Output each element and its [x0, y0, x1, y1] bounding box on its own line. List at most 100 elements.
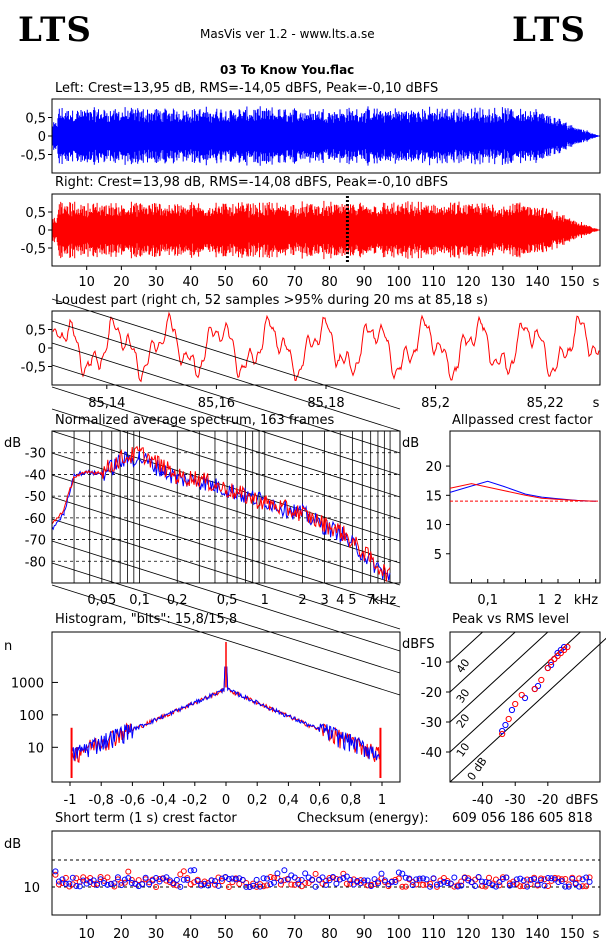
crest-st-point [55, 881, 62, 888]
crest-st-point [489, 882, 496, 889]
spectrum-caption: Normalized average spectrum, 163 frames [55, 413, 335, 428]
crest-st-point [499, 874, 506, 881]
time-tick-label: 110 [421, 275, 446, 290]
peak-rms-diag-label: 0 dB [465, 755, 490, 783]
crest-st-point [291, 874, 298, 881]
loudest-wave [52, 311, 600, 383]
crest-st-point [524, 883, 531, 890]
crest-st-point [548, 875, 555, 882]
time-tick-label: 30 [148, 275, 165, 290]
crest-st-point [489, 880, 496, 887]
crest-st-point [118, 882, 125, 889]
crest-st-point [329, 874, 336, 881]
crest-st-point [475, 874, 482, 881]
crest-st-point [492, 883, 499, 890]
left-channel-caption: Left: Crest=13,95 dB, RMS=-14,05 dBFS, P… [55, 81, 439, 96]
peak-rms-diag-line [449, 637, 606, 783]
allpass-frame [449, 430, 601, 584]
histogram-xtick-label: 1 [378, 793, 386, 808]
peak-rms-diag-label: 20 [454, 712, 473, 731]
crest-st-point [243, 883, 250, 890]
crest-st-point [302, 879, 309, 886]
crest-st-point [388, 878, 395, 885]
left-channel-ytick-label: -0,5 [21, 149, 46, 164]
crest-st-xtick-label: 100 [386, 927, 411, 942]
crest-st-point [284, 876, 291, 883]
peak-rms-ytick-label: -20 [421, 686, 442, 701]
crest-st-xtick-label: 110 [421, 927, 446, 942]
time-tick-label: 150 [560, 275, 585, 290]
crest-st-xtick-label: 90 [356, 927, 373, 942]
peak-rms-diag-label: 40 [454, 657, 473, 676]
crest-st-point [336, 876, 343, 883]
peak-rms-ytick-label: -30 [421, 716, 442, 731]
crest-st-point [517, 883, 524, 890]
loudest-xtick-label: 85,22 [527, 396, 564, 411]
crest-st-xtick-label: 40 [182, 927, 199, 942]
spectrum-slope-line [51, 540, 401, 652]
crest-st-point [440, 874, 447, 881]
peak-rms-ylabel: dBFS [402, 637, 435, 652]
crest-st-point [440, 878, 447, 885]
allpass-xtick-label: 0,1 [477, 593, 498, 608]
histogram-xtick-label: 0,4 [278, 793, 299, 808]
spectrum-xunit: kHz [372, 593, 396, 608]
crest-st-point [97, 874, 104, 881]
crest-st-point [492, 876, 499, 883]
peak-rms-diag-line [449, 631, 483, 663]
crest-st-point [385, 883, 392, 890]
loudest-xtick-label: 85,2 [421, 396, 450, 411]
peak-rms-diag-label: 10 [454, 741, 473, 760]
loudest-xtick-label: 85,16 [198, 396, 235, 411]
histogram-xtick-label: 0,8 [340, 793, 361, 808]
crest-st-point [323, 881, 329, 888]
crest-st-point [333, 880, 340, 887]
crest-st-point [558, 878, 565, 885]
crest-st-xtick-label: 120 [456, 927, 481, 942]
crest-st-point [343, 880, 350, 887]
crest-st-point [73, 883, 80, 890]
crest-st-point [454, 883, 461, 890]
crest-st-point [184, 875, 191, 882]
crest-st-point [180, 868, 187, 875]
crest-st-point [264, 875, 271, 882]
crest-st-point [496, 882, 503, 889]
allpass-series-0 [449, 480, 596, 502]
time-tick-label: 130 [490, 275, 515, 290]
crest-st-xtick-label: 150 [560, 927, 585, 942]
peak-rms-point [538, 676, 545, 684]
crest-st-point [281, 877, 288, 884]
crest-st-point [527, 876, 534, 883]
crest-st-point [69, 881, 76, 888]
crest-st-point [326, 874, 333, 881]
peak-rms-diag-label: 30 [454, 687, 473, 706]
crest-st-point [576, 883, 583, 890]
crest-st-point [114, 876, 121, 883]
crest-st-point [427, 880, 434, 887]
peak-rms-point [521, 694, 529, 702]
crest-st-point [479, 878, 486, 885]
crest-st-point [295, 880, 302, 887]
right-channel-caption: Right: Crest=13,98 dB, RMS=-14,08 dBFS, … [55, 175, 448, 190]
crest-st-point [395, 869, 402, 876]
crest-st-point [257, 883, 264, 890]
allpass-xunit: kHz [574, 593, 598, 608]
crest-st-xtick-label: 70 [287, 927, 304, 942]
time-tick-label: 20 [113, 275, 130, 290]
crest-st-point [583, 883, 590, 890]
crest-st-point [270, 879, 277, 886]
histogram-xtick-label: 0,6 [309, 793, 330, 808]
left-channel-wave [52, 106, 601, 166]
crest-st-point [135, 877, 142, 884]
peak-rms-point [534, 682, 542, 690]
crest-st-point [173, 876, 180, 883]
crest-st-frame [51, 830, 601, 916]
crest-st-point [541, 876, 548, 883]
time-tick-label: 140 [525, 275, 550, 290]
allpass-xtick-label: 1 [538, 593, 546, 608]
peak-rms-xtick-label: -30 [505, 793, 526, 808]
crest-st-point [312, 883, 319, 890]
crest-st-point [392, 879, 399, 886]
crest-st-point [198, 882, 205, 889]
crest-st-point [458, 882, 465, 889]
